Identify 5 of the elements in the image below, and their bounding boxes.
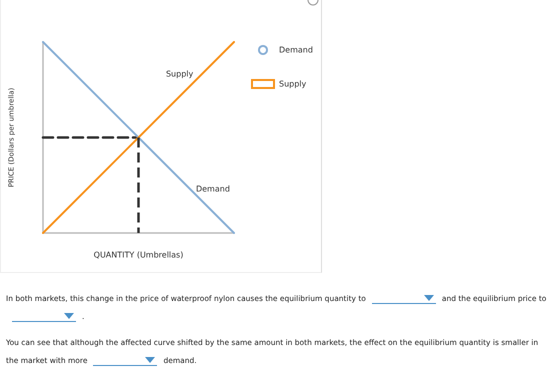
legend-label: Demand: [279, 46, 313, 54]
text: Supply: [166, 70, 194, 79]
legend-label: Supply: [279, 80, 307, 88]
x-axis-title: QUANTITY (Umbrellas): [94, 250, 184, 260]
text: Demand: [196, 184, 230, 194]
